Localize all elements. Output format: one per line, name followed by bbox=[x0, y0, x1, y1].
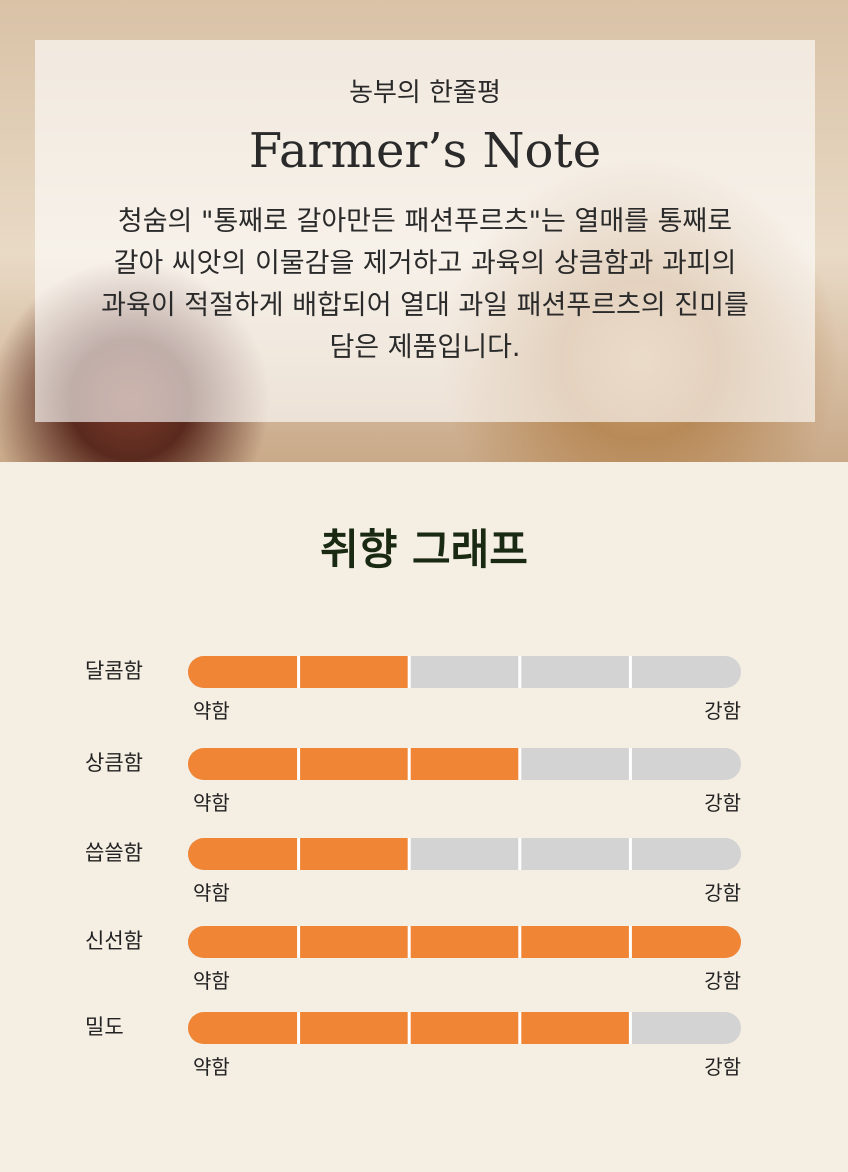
segment-gap bbox=[297, 1012, 301, 1044]
low-label: 약함 bbox=[193, 881, 230, 905]
high-label: 강함 bbox=[704, 791, 741, 815]
segment-gap bbox=[518, 656, 522, 688]
note-line: 담은 제품입니다. bbox=[329, 332, 521, 363]
segment-gap bbox=[407, 926, 411, 958]
row-label: 달콤함 bbox=[85, 659, 143, 683]
segment-gap bbox=[297, 838, 301, 870]
bar-group bbox=[188, 656, 741, 688]
low-label: 약함 bbox=[193, 1055, 230, 1079]
bar-group bbox=[188, 926, 741, 958]
row-label: 신선함 bbox=[85, 929, 143, 953]
hero-image: 농부의 한줄평 Farmer’s Note 청숨의 "통째로 갈아만든 패션푸르… bbox=[0, 0, 848, 462]
high-label: 강함 bbox=[704, 1055, 741, 1079]
note-line: 갈아 씨앗의 이물감을 제거하고 과육의 상큼함과 과피의 bbox=[113, 248, 737, 279]
segment-gap bbox=[407, 748, 411, 780]
segment-gap bbox=[407, 656, 411, 688]
segment-gap bbox=[297, 926, 301, 958]
low-label: 약함 bbox=[193, 699, 230, 723]
segment-gap bbox=[407, 838, 411, 870]
segment-gap bbox=[628, 748, 632, 780]
low-label: 약함 bbox=[193, 791, 230, 815]
bar-fill bbox=[188, 748, 520, 780]
segment-gap bbox=[407, 1012, 411, 1044]
segment-gap bbox=[628, 926, 632, 958]
segment-gap bbox=[518, 926, 522, 958]
note-box: 농부의 한줄평 Farmer’s Note 청숨의 "통째로 갈아만든 패션푸르… bbox=[35, 40, 815, 422]
bar-fill bbox=[188, 926, 741, 958]
segment-gap bbox=[297, 748, 301, 780]
segment-gap bbox=[628, 656, 632, 688]
note-subtitle: 농부의 한줄평 bbox=[349, 78, 501, 108]
segment-gap bbox=[518, 1012, 522, 1044]
segment-gap bbox=[518, 748, 522, 780]
note-line: 청숨의 "통째로 갈아만든 패션푸르츠"는 열매를 통째로 bbox=[117, 206, 733, 237]
high-label: 강함 bbox=[704, 969, 741, 993]
row-label: 밀도 bbox=[85, 1015, 124, 1039]
segment-gap bbox=[518, 838, 522, 870]
high-label: 강함 bbox=[704, 881, 741, 905]
low-label: 약함 bbox=[193, 969, 230, 993]
high-label: 강함 bbox=[704, 699, 741, 723]
graph-title: 취향 그래프 bbox=[320, 525, 528, 574]
segment-gap bbox=[297, 656, 301, 688]
row-label: 씁쓸함 bbox=[85, 841, 143, 865]
segment-gap bbox=[628, 1012, 632, 1044]
row-label: 상큼함 bbox=[85, 751, 143, 775]
segment-gap bbox=[628, 838, 632, 870]
bar-group bbox=[188, 748, 741, 780]
note-title: Farmer’s Note bbox=[248, 123, 602, 179]
note-line: 과육이 적절하게 배합되어 열대 과일 패션푸르츠의 진미를 bbox=[101, 290, 749, 321]
bar-group bbox=[188, 1012, 741, 1044]
bar-group bbox=[188, 838, 741, 870]
